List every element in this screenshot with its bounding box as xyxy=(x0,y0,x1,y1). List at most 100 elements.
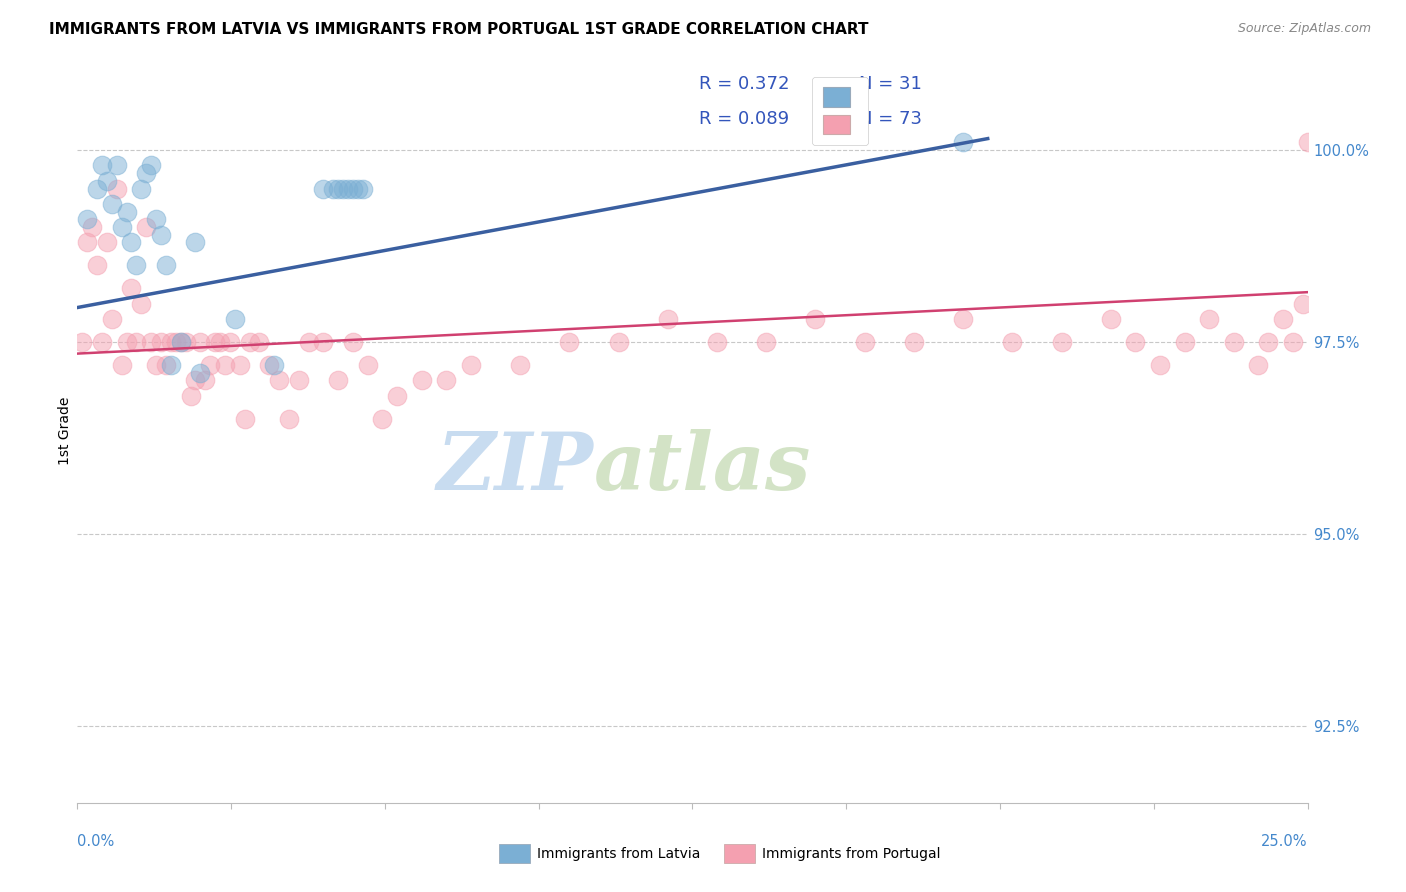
Point xyxy=(328,181,350,195)
Point xyxy=(121,235,143,250)
Point xyxy=(160,358,183,372)
Point xyxy=(1223,335,1246,350)
Point xyxy=(337,181,360,195)
Point xyxy=(121,281,143,295)
Point xyxy=(288,374,311,388)
Point xyxy=(160,335,183,350)
Point xyxy=(952,312,974,326)
Point xyxy=(903,335,925,350)
Text: R = 0.372: R = 0.372 xyxy=(699,75,789,93)
Point xyxy=(1272,312,1295,326)
Point xyxy=(105,181,128,195)
Text: N = 73: N = 73 xyxy=(859,110,921,128)
Text: Source: ZipAtlas.com: Source: ZipAtlas.com xyxy=(1237,22,1371,36)
Text: R = 0.089: R = 0.089 xyxy=(699,110,789,128)
Point xyxy=(115,204,138,219)
Point xyxy=(204,335,226,350)
Point xyxy=(150,335,173,350)
Point xyxy=(1198,312,1220,326)
Point xyxy=(184,374,207,388)
Point xyxy=(755,335,778,350)
Point xyxy=(298,335,321,350)
Point xyxy=(90,159,114,173)
Point xyxy=(1125,335,1147,350)
Point xyxy=(322,181,344,195)
Point xyxy=(224,312,246,326)
Point xyxy=(1292,296,1315,310)
Point xyxy=(853,335,876,350)
Point xyxy=(1257,335,1279,350)
Point xyxy=(190,335,212,350)
Point xyxy=(200,358,222,372)
Point xyxy=(135,166,157,180)
Point xyxy=(509,358,531,372)
Point xyxy=(952,136,974,150)
Text: 0.0%: 0.0% xyxy=(77,834,114,849)
Point xyxy=(269,374,291,388)
Point xyxy=(1001,335,1024,350)
Point xyxy=(86,258,108,272)
Point xyxy=(190,366,212,380)
Point xyxy=(184,235,207,250)
Legend: , : , xyxy=(811,77,869,145)
Point xyxy=(239,335,262,350)
Point xyxy=(131,296,153,310)
Point xyxy=(82,219,104,234)
Point xyxy=(328,374,350,388)
Point xyxy=(96,174,118,188)
Point xyxy=(342,181,364,195)
Point xyxy=(115,335,138,350)
Point xyxy=(194,374,217,388)
Point xyxy=(1174,335,1197,350)
Point xyxy=(141,335,163,350)
Point xyxy=(86,181,108,195)
Text: IMMIGRANTS FROM LATVIA VS IMMIGRANTS FROM PORTUGAL 1ST GRADE CORRELATION CHART: IMMIGRANTS FROM LATVIA VS IMMIGRANTS FRO… xyxy=(49,22,869,37)
Point xyxy=(259,358,281,372)
Point xyxy=(607,335,630,350)
Point xyxy=(125,335,148,350)
Point xyxy=(101,312,124,326)
Point xyxy=(131,181,153,195)
Point xyxy=(90,335,114,350)
Point xyxy=(706,335,728,350)
Point xyxy=(558,335,581,350)
Point xyxy=(165,335,187,350)
Point xyxy=(1050,335,1073,350)
Point xyxy=(342,335,364,350)
Text: ZIP: ZIP xyxy=(437,429,595,507)
Point xyxy=(111,219,134,234)
Point xyxy=(229,358,252,372)
Point xyxy=(135,219,157,234)
Point xyxy=(214,358,236,372)
Point xyxy=(70,335,93,350)
Point xyxy=(233,412,256,426)
Point xyxy=(174,335,197,350)
Text: N = 31: N = 31 xyxy=(859,75,921,93)
Point xyxy=(76,212,98,227)
Point xyxy=(155,258,177,272)
Point xyxy=(170,335,193,350)
Point xyxy=(411,374,433,388)
Point xyxy=(352,181,374,195)
Point xyxy=(657,312,679,326)
Point xyxy=(180,389,202,403)
Point xyxy=(804,312,827,326)
Point xyxy=(1247,358,1270,372)
Point xyxy=(312,181,335,195)
Point xyxy=(1296,136,1319,150)
Point xyxy=(387,389,409,403)
Point xyxy=(125,258,148,272)
Point xyxy=(436,374,458,388)
Point xyxy=(371,412,394,426)
Point xyxy=(96,235,118,250)
Point xyxy=(141,159,163,173)
Point xyxy=(460,358,482,372)
Text: atlas: atlas xyxy=(595,429,811,507)
Point xyxy=(1099,312,1122,326)
Point xyxy=(347,181,370,195)
Point xyxy=(150,227,173,242)
Y-axis label: 1st Grade: 1st Grade xyxy=(58,396,72,465)
Point xyxy=(332,181,354,195)
Point xyxy=(111,358,134,372)
Point xyxy=(219,335,242,350)
